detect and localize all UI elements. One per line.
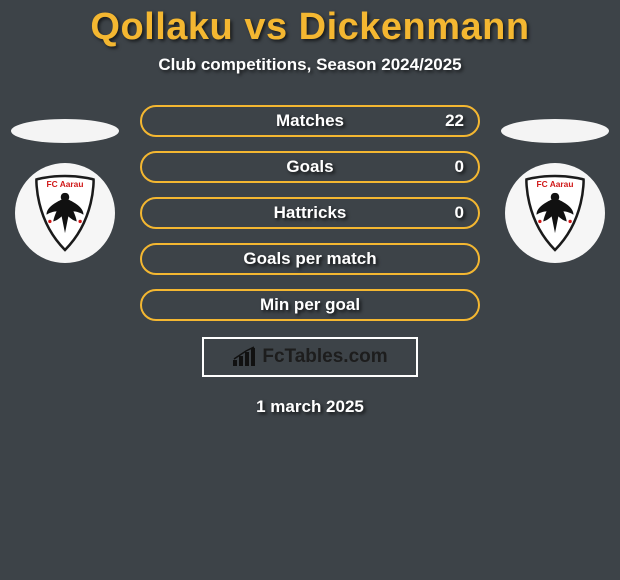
stat-row-goals-per-match: Goals per match (140, 243, 480, 275)
stat-label: Goals per match (243, 249, 376, 269)
stat-label: Matches (276, 111, 344, 131)
club-crest-left: FC Aarau (15, 163, 115, 263)
date-label: 1 march 2025 (0, 397, 620, 417)
main-row: FC Aarau Matches 22 Goals 0 (0, 105, 620, 321)
shield-icon: FC Aarau (513, 171, 597, 255)
brand-box[interactable]: FcTables.com (202, 337, 418, 377)
stat-value-right: 22 (445, 111, 464, 131)
right-column: FC Aarau (500, 105, 610, 263)
bar-chart-icon (232, 346, 258, 368)
stat-label: Min per goal (260, 295, 360, 315)
player-oval-right (501, 119, 609, 143)
crest-label-right: FC Aarau (537, 179, 574, 189)
stat-label: Hattricks (274, 203, 347, 223)
page-subtitle: Club competitions, Season 2024/2025 (0, 55, 620, 75)
stat-row-min-per-goal: Min per goal (140, 289, 480, 321)
stat-row-hattricks: Hattricks 0 (140, 197, 480, 229)
shield-icon: FC Aarau (23, 171, 107, 255)
player-oval-left (11, 119, 119, 143)
stat-row-goals: Goals 0 (140, 151, 480, 183)
brand-text: FcTables.com (262, 346, 387, 368)
stat-value-right: 0 (455, 157, 464, 177)
club-crest-right: FC Aarau (505, 163, 605, 263)
stat-column: Matches 22 Goals 0 Hattricks 0 Goals per… (140, 105, 480, 321)
left-column: FC Aarau (10, 105, 120, 263)
page-title: Qollaku vs Dickenmann (0, 6, 620, 49)
stat-label: Goals (286, 157, 333, 177)
crest-label-left: FC Aarau (47, 179, 84, 189)
stat-value-right: 0 (455, 203, 464, 223)
stat-row-matches: Matches 22 (140, 105, 480, 137)
root: Qollaku vs Dickenmann Club competitions,… (0, 0, 620, 580)
